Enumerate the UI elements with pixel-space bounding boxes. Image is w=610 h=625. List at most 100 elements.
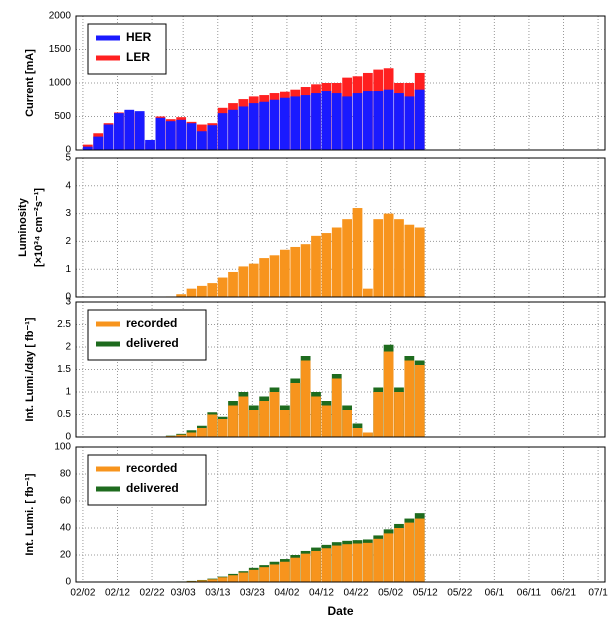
- bar: [280, 410, 290, 437]
- bar: [321, 91, 331, 150]
- y-tick-label: 100: [54, 442, 71, 453]
- bar: [270, 100, 280, 150]
- bar: [363, 91, 373, 150]
- y-tick-label: 1: [65, 264, 71, 275]
- y-tick-label: 2.5: [57, 319, 71, 330]
- y-tick-label: 500: [54, 111, 71, 122]
- bar: [83, 147, 93, 150]
- bar: [207, 415, 217, 438]
- bar: [207, 125, 217, 150]
- bar: [290, 558, 300, 582]
- bar: [384, 352, 394, 438]
- bar: [332, 379, 342, 438]
- bar: [249, 103, 259, 150]
- bar: [373, 91, 383, 150]
- x-tick-label: 04/22: [344, 588, 369, 599]
- bar: [311, 236, 321, 297]
- legend-label: delivered: [126, 481, 179, 495]
- y-axis-label: [×10³⁴ cm⁻²s⁻¹]: [33, 188, 45, 267]
- bar: [404, 523, 414, 582]
- bar: [404, 96, 414, 150]
- bar: [228, 110, 238, 150]
- y-tick-label: 3: [65, 297, 71, 308]
- bar: [415, 90, 425, 150]
- bar: [187, 433, 197, 438]
- bar: [384, 90, 394, 150]
- bar: [197, 286, 207, 297]
- bar: [301, 244, 311, 297]
- x-tick-label: 02/02: [70, 588, 95, 599]
- bar: [239, 106, 249, 150]
- y-tick-label: 2: [65, 236, 71, 247]
- bar: [218, 278, 228, 297]
- bar: [290, 96, 300, 150]
- x-tick-label: 04/12: [309, 588, 334, 599]
- bar: [145, 140, 155, 150]
- bar: [166, 121, 176, 150]
- bar: [280, 98, 290, 150]
- bar: [342, 219, 352, 297]
- bar: [218, 419, 228, 437]
- bar: [373, 219, 383, 297]
- bar: [332, 228, 342, 298]
- legend-label: HER: [126, 30, 152, 44]
- bar: [311, 551, 321, 582]
- bar: [249, 264, 259, 297]
- y-tick-label: 40: [60, 523, 72, 534]
- y-tick-label: 1500: [49, 44, 72, 55]
- bar: [332, 546, 342, 582]
- bar: [228, 406, 238, 438]
- bar: [270, 255, 280, 297]
- bar: [301, 361, 311, 438]
- bar: [207, 283, 217, 297]
- y-tick-label: 4: [65, 180, 71, 191]
- y-axis-label: Current [mA]: [24, 49, 36, 117]
- bar: [259, 567, 269, 582]
- bar: [384, 533, 394, 582]
- y-tick-label: 3: [65, 208, 71, 219]
- bar: [280, 250, 290, 297]
- x-tick-label: 05/12: [413, 588, 438, 599]
- legend-label: delivered: [126, 336, 179, 350]
- bar: [197, 131, 207, 150]
- bar: [280, 562, 290, 582]
- bar: [404, 361, 414, 438]
- x-tick-label: 06/1: [485, 588, 505, 599]
- bar: [321, 233, 331, 297]
- bar: [373, 392, 383, 437]
- bar: [363, 289, 373, 297]
- y-axis-label: Int. Lumi./day [ fb⁻¹]: [24, 317, 36, 422]
- y-tick-label: 1.5: [57, 364, 71, 375]
- y-tick-label: 1: [65, 387, 71, 398]
- bar: [239, 266, 249, 297]
- bar: [342, 544, 352, 582]
- bar: [290, 383, 300, 437]
- bar: [114, 113, 124, 150]
- bar: [259, 401, 269, 437]
- legend-label: LER: [126, 50, 150, 64]
- legend-label: recorded: [126, 461, 177, 475]
- x-tick-label: 05/02: [378, 588, 403, 599]
- bar: [353, 93, 363, 150]
- bar: [104, 125, 114, 150]
- bar: [228, 575, 238, 582]
- bar: [404, 225, 414, 297]
- bar: [342, 410, 352, 437]
- bar: [342, 96, 352, 150]
- x-tick-label: 03/03: [171, 588, 196, 599]
- bar: [124, 110, 134, 150]
- x-tick-label: 05/22: [447, 588, 472, 599]
- bar: [415, 228, 425, 298]
- x-tick-label: 06/11: [517, 588, 542, 599]
- bar: [394, 219, 404, 297]
- bar: [353, 544, 363, 582]
- bar: [228, 272, 238, 297]
- bar: [156, 118, 166, 150]
- bar: [363, 543, 373, 582]
- bar: [384, 214, 394, 297]
- bar: [259, 102, 269, 150]
- x-axis-label: Date: [327, 604, 353, 618]
- bar: [311, 93, 321, 150]
- bar: [249, 410, 259, 437]
- bar: [415, 365, 425, 437]
